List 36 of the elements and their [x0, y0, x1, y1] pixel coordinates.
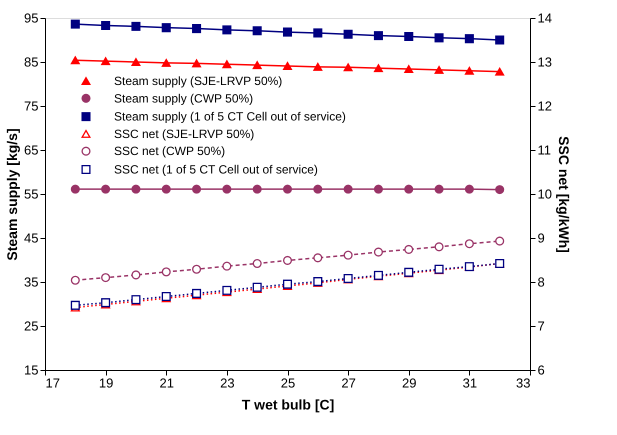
y-tick-label: 35: [24, 274, 38, 290]
y-tick-label: 15: [24, 362, 38, 378]
y2-tick-label: 14: [538, 10, 552, 26]
legend-label: SSC net (1 of 5 CT Cell out of service): [114, 162, 318, 176]
x-tick-label: 23: [220, 376, 235, 390]
y2-tick-label: 6: [538, 362, 545, 378]
legend-label: SSC net (SJE-LRVP 50%): [114, 126, 254, 141]
y-tick-label: 25: [24, 318, 38, 334]
y2-axis-title: SSC net [kg/kWh]: [556, 136, 572, 253]
legend-label: SSC net (CWP 50%): [114, 144, 226, 158]
y-axis-title: Steam supply [kg/s]: [4, 128, 20, 261]
legend-label: Steam supply (CWP 50%): [114, 91, 254, 106]
x-tick-label: 17: [46, 376, 60, 390]
y-tick-label: 95: [24, 10, 38, 26]
x-tick-label: 25: [280, 376, 296, 390]
x-tick-label: 33: [516, 376, 530, 390]
y2-tick-label: 10: [538, 186, 552, 202]
legend-label: Steam supply (1 of 5 CT Cell out of service): [114, 110, 346, 124]
y2-tick-label: 8: [538, 274, 545, 290]
x-tick-label: 31: [462, 376, 478, 390]
legend-label: Steam supply (SJE-LRVP 50%): [114, 74, 282, 88]
y2-tick-label: 9: [538, 230, 545, 246]
y-tick-label: 75: [24, 98, 38, 114]
y-tick-label: 65: [24, 142, 38, 158]
y-tick-label: 45: [24, 230, 38, 246]
y2-tick-label: 11: [538, 142, 551, 158]
x-tick-label: 29: [402, 376, 416, 390]
x-axis-title: T wet bulb [C]: [242, 396, 334, 412]
y2-tick-label: 12: [538, 98, 552, 114]
y2-tick-label: 13: [538, 54, 552, 70]
x-tick-label: 21: [160, 376, 174, 390]
x-tick-label: 19: [98, 376, 114, 390]
y-tick-label: 55: [24, 186, 38, 202]
x-tick-label: 27: [341, 376, 356, 390]
y-tick-label: 85: [24, 54, 38, 70]
y2-tick-label: 7: [538, 318, 545, 334]
